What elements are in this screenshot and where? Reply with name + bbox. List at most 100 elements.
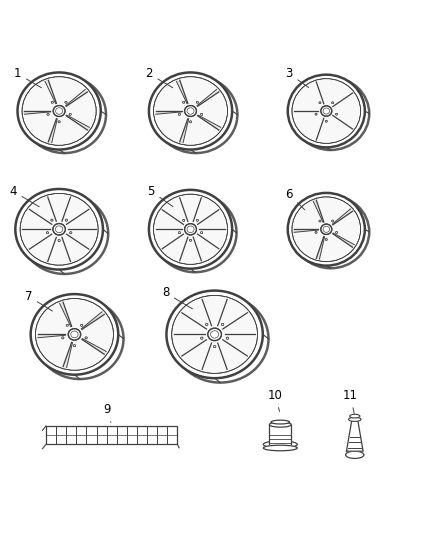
Ellipse shape (321, 224, 332, 235)
Ellipse shape (321, 106, 332, 116)
Ellipse shape (15, 189, 103, 270)
Ellipse shape (58, 121, 60, 123)
Ellipse shape (183, 220, 185, 221)
Ellipse shape (293, 198, 360, 261)
Ellipse shape (51, 219, 53, 221)
Text: 9: 9 (103, 403, 111, 422)
Ellipse shape (201, 114, 203, 115)
Ellipse shape (288, 193, 365, 265)
Ellipse shape (74, 345, 75, 346)
Ellipse shape (69, 114, 71, 115)
Polygon shape (294, 229, 318, 232)
Ellipse shape (336, 231, 338, 233)
Ellipse shape (53, 224, 65, 235)
Ellipse shape (213, 345, 216, 348)
Ellipse shape (293, 79, 360, 143)
Ellipse shape (178, 232, 180, 233)
Text: 7: 7 (25, 290, 53, 311)
Ellipse shape (349, 417, 361, 422)
Ellipse shape (196, 220, 198, 221)
Ellipse shape (196, 220, 198, 221)
Ellipse shape (185, 106, 196, 116)
Ellipse shape (65, 219, 67, 221)
Polygon shape (81, 312, 104, 329)
Ellipse shape (263, 441, 297, 448)
Polygon shape (197, 90, 219, 106)
Ellipse shape (201, 337, 203, 339)
Ellipse shape (319, 220, 321, 222)
Ellipse shape (288, 75, 365, 147)
Ellipse shape (46, 232, 49, 234)
Text: 1: 1 (14, 67, 42, 88)
Ellipse shape (51, 101, 53, 103)
Ellipse shape (154, 195, 227, 263)
Ellipse shape (62, 337, 64, 339)
Ellipse shape (205, 324, 208, 326)
Polygon shape (66, 90, 88, 106)
Ellipse shape (65, 101, 67, 103)
Ellipse shape (46, 232, 49, 234)
Ellipse shape (226, 337, 229, 339)
Ellipse shape (47, 114, 49, 115)
Ellipse shape (201, 114, 203, 115)
Text: 8: 8 (162, 286, 193, 309)
Ellipse shape (166, 290, 263, 378)
Ellipse shape (325, 239, 327, 240)
Ellipse shape (196, 101, 198, 103)
Ellipse shape (58, 239, 60, 241)
Ellipse shape (271, 420, 290, 424)
Text: 2: 2 (145, 67, 173, 88)
Ellipse shape (336, 231, 338, 233)
Ellipse shape (62, 337, 64, 339)
Ellipse shape (319, 102, 321, 103)
Bar (269, 425, 291, 445)
Ellipse shape (66, 324, 68, 326)
Polygon shape (45, 80, 57, 103)
Ellipse shape (183, 101, 185, 103)
Polygon shape (63, 342, 73, 367)
Ellipse shape (346, 451, 364, 458)
Ellipse shape (263, 445, 297, 451)
Ellipse shape (321, 106, 332, 116)
Ellipse shape (21, 194, 97, 264)
Ellipse shape (178, 114, 180, 115)
Ellipse shape (325, 120, 327, 122)
Ellipse shape (350, 414, 360, 418)
Polygon shape (24, 111, 50, 114)
Ellipse shape (315, 114, 317, 115)
Ellipse shape (208, 328, 221, 341)
Polygon shape (180, 119, 189, 143)
Ellipse shape (325, 120, 327, 122)
Ellipse shape (213, 345, 216, 348)
Ellipse shape (332, 102, 334, 103)
Ellipse shape (269, 422, 291, 427)
Ellipse shape (201, 232, 203, 233)
Ellipse shape (58, 121, 60, 123)
Ellipse shape (65, 219, 67, 221)
Ellipse shape (336, 114, 338, 115)
Ellipse shape (154, 77, 227, 144)
Ellipse shape (325, 239, 327, 240)
Ellipse shape (31, 294, 118, 375)
Text: 5: 5 (148, 184, 173, 207)
Ellipse shape (315, 231, 317, 233)
Ellipse shape (185, 224, 196, 235)
Ellipse shape (332, 102, 334, 103)
Ellipse shape (68, 329, 81, 340)
Ellipse shape (332, 220, 334, 222)
Ellipse shape (53, 224, 65, 235)
Ellipse shape (185, 224, 196, 235)
Text: 10: 10 (268, 389, 283, 411)
Ellipse shape (196, 101, 198, 103)
Ellipse shape (183, 220, 185, 221)
Polygon shape (316, 237, 325, 259)
Ellipse shape (68, 329, 81, 340)
Ellipse shape (66, 324, 68, 326)
Ellipse shape (85, 337, 87, 339)
Ellipse shape (85, 337, 87, 339)
Ellipse shape (51, 101, 53, 103)
Ellipse shape (178, 232, 180, 233)
Ellipse shape (70, 232, 72, 234)
Ellipse shape (336, 114, 338, 115)
Polygon shape (333, 233, 354, 247)
